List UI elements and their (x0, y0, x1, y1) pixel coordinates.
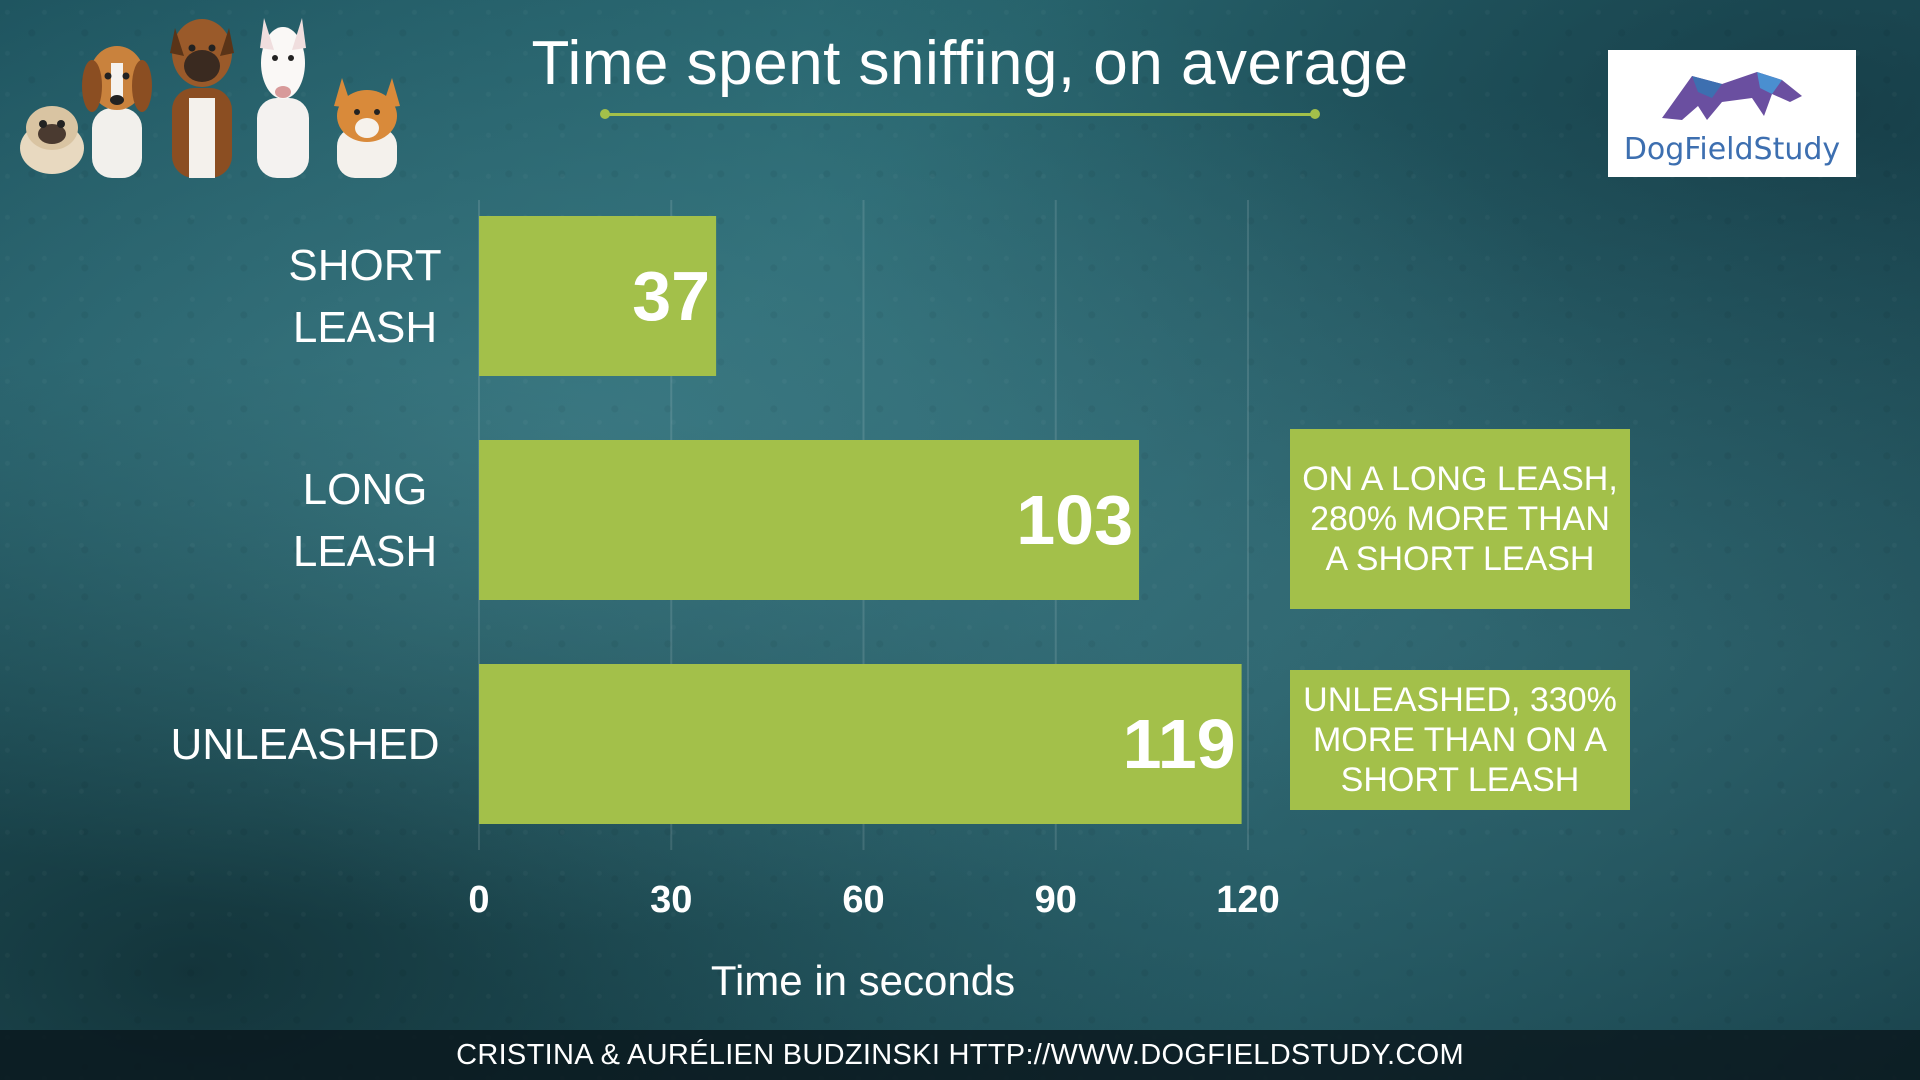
x-tick-label: 90 (1035, 879, 1077, 921)
category-label-line: SHORT (288, 241, 441, 290)
unleashed-callout: UNLEASHED, 330% MORE THAN ON A SHORT LEA… (1290, 670, 1630, 810)
category-label-line: LONG (303, 465, 428, 514)
bar (479, 216, 717, 376)
bull-terrier-icon (257, 18, 309, 178)
category-labels: SHORT LEASH LONG LEASH UNLEASHED (171, 241, 442, 769)
x-tick-label: 60 (842, 879, 884, 921)
category-label-line: UNLEASHED (171, 720, 440, 769)
bar-value-label: 37 (632, 257, 710, 335)
corgi-icon (334, 78, 400, 178)
x-tick-labels: 0 30 60 90 120 (468, 879, 1279, 921)
category-label: LONG LEASH (293, 465, 437, 576)
pug-icon (20, 106, 84, 174)
chart-bars: 37 103 119 (479, 216, 1242, 824)
category-label: SHORT LEASH (288, 241, 441, 352)
running-dog-logo-icon (1662, 72, 1802, 120)
bar (479, 664, 1242, 824)
bar-value-label: 103 (1016, 481, 1133, 559)
category-label: UNLEASHED (171, 720, 440, 769)
boxer-icon (170, 19, 234, 178)
x-tick-label: 0 (468, 879, 489, 921)
footer-credit: CRISTINA & AURÉLIEN BUDZINSKI HTTP://WWW… (0, 1030, 1920, 1080)
bar (479, 440, 1140, 600)
dogfieldstudy-logo: DogFieldStudy (1608, 50, 1856, 177)
chart-title: Time spent sniffing, on average (531, 29, 1409, 98)
x-tick-label: 30 (650, 879, 692, 921)
title-underline (600, 109, 1320, 119)
long-leash-callout: ON A LONG LEASH, 280% MORE THAN A SHORT … (1290, 429, 1630, 609)
category-label-line: LEASH (293, 303, 437, 352)
x-axis-label: Time in seconds (711, 957, 1015, 1004)
x-tick-label: 120 (1216, 879, 1279, 921)
dogs-illustration (20, 18, 400, 178)
beagle-icon (82, 46, 152, 178)
category-label-line: LEASH (293, 527, 437, 576)
bar-value-label: 119 (1123, 705, 1236, 783)
logo-text: DogFieldStudy (1623, 132, 1841, 167)
